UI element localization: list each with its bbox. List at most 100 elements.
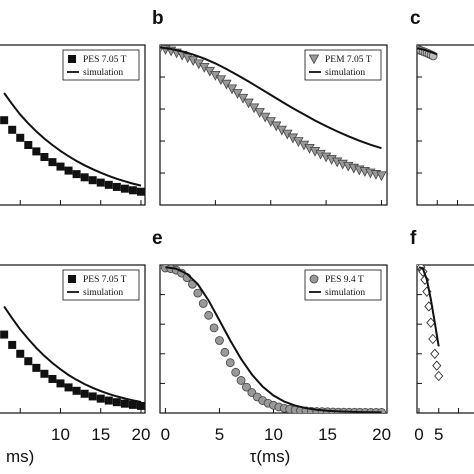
legend: PEM 7.05 T simulation (304, 49, 382, 81)
data-point (225, 358, 235, 368)
data-point (220, 347, 230, 357)
data-point (112, 398, 121, 407)
x-axis-label: ms) (6, 447, 34, 466)
panel-letter-e: e (152, 228, 163, 249)
data-point (193, 288, 203, 298)
data-point (96, 394, 105, 403)
data-point (24, 357, 33, 366)
data-point (104, 180, 113, 189)
legend: PES 7.05 T simulation (62, 269, 140, 301)
data-point (128, 186, 137, 195)
x-tick-label: 20 (132, 425, 151, 444)
data-point (32, 147, 41, 156)
data-point (428, 333, 438, 345)
plot-area (417, 45, 438, 61)
data-point (96, 178, 105, 187)
data-point (80, 389, 89, 398)
x-tick-label: 10 (264, 425, 283, 444)
plot-frame (416, 44, 474, 206)
data-point (40, 153, 49, 161)
data-point (243, 98, 254, 109)
plot-frame (0, 44, 146, 206)
legend: PES 9.4 T simulation (304, 269, 382, 301)
data-point (120, 184, 129, 193)
plot-frame (159, 44, 388, 206)
data-point (215, 336, 224, 345)
data-point (242, 382, 251, 392)
data-point (80, 173, 89, 182)
simulation-line (418, 266, 440, 347)
panel-d: PES 7.05 T simulation 10 15 20 ms) (0, 264, 151, 466)
simulation-line (3, 92, 142, 187)
panel-e: PES 9.4 T simulation 0 5 10 15 20 τ(ms) (159, 264, 391, 466)
data-point (56, 162, 65, 171)
legend-marker-label: PES 7.05 T (83, 55, 127, 65)
panel-c (416, 44, 474, 206)
plot-area (417, 265, 444, 382)
legend-line-label: simulation (83, 288, 123, 298)
x-tick-label: 10 (51, 425, 70, 444)
x-tick-label: 15 (91, 425, 110, 444)
data-point (72, 386, 81, 395)
x-axis-label: τ(ms) (250, 447, 291, 466)
data-point (0, 116, 9, 125)
data-point (128, 400, 137, 409)
legend-marker-label: PES 7.05 T (83, 275, 127, 285)
data-point (0, 330, 9, 339)
data-point (56, 379, 65, 388)
legend-marker (68, 55, 76, 63)
legend-marker-label: PES 9.4 T (325, 275, 364, 285)
data-point (8, 340, 17, 349)
simulation-line (165, 266, 382, 413)
panel-a: PES 7.05 T simulation (0, 44, 146, 206)
panel-letter-b: b (152, 8, 164, 29)
data-point (64, 166, 73, 175)
data-point (72, 170, 81, 179)
data-point (120, 399, 129, 408)
plot-area (0, 92, 145, 196)
data-point (32, 363, 41, 372)
data-point (104, 396, 113, 405)
plot-frame (416, 264, 474, 414)
x-tick-label: 0 (161, 425, 170, 444)
plot-area (160, 45, 387, 182)
legend-marker-label: PEM 7.05 T (325, 55, 372, 65)
legend-marker (309, 274, 319, 284)
legend-line-label: simulation (83, 68, 123, 78)
data-point (64, 383, 73, 392)
plot-frame (0, 264, 146, 414)
data-point (376, 171, 387, 182)
data-point (209, 323, 219, 333)
legend-marker (308, 54, 320, 65)
plot-area (161, 265, 386, 413)
legend: PES 7.05 T simulation (62, 49, 140, 81)
data-point (434, 370, 444, 382)
data-point (16, 349, 25, 358)
data-point (231, 367, 241, 377)
x-tick-label: 5 (434, 425, 443, 444)
simulation-line (160, 46, 382, 150)
panel-letter-c: c (410, 8, 421, 29)
data-point (48, 158, 57, 167)
data-point (88, 392, 97, 401)
data-point (24, 141, 33, 149)
simulation-line (3, 305, 142, 403)
data-point (40, 369, 49, 378)
data-point (48, 374, 57, 383)
legend-marker (68, 275, 76, 283)
panel-b: PEM 7.05 T simulation (159, 44, 388, 206)
x-tick-label: 20 (372, 425, 391, 444)
plot-area (0, 305, 145, 410)
x-tick-label: 15 (318, 425, 337, 444)
simulation-line (417, 47, 438, 56)
data-point (432, 360, 442, 371)
data-point (8, 125, 17, 134)
data-point (430, 348, 440, 359)
x-tick-label: 0 (414, 425, 423, 444)
data-point (236, 376, 246, 385)
panel-letter-f: f (410, 228, 417, 249)
data-point (237, 93, 249, 104)
legend-line-label: simulation (325, 68, 365, 78)
